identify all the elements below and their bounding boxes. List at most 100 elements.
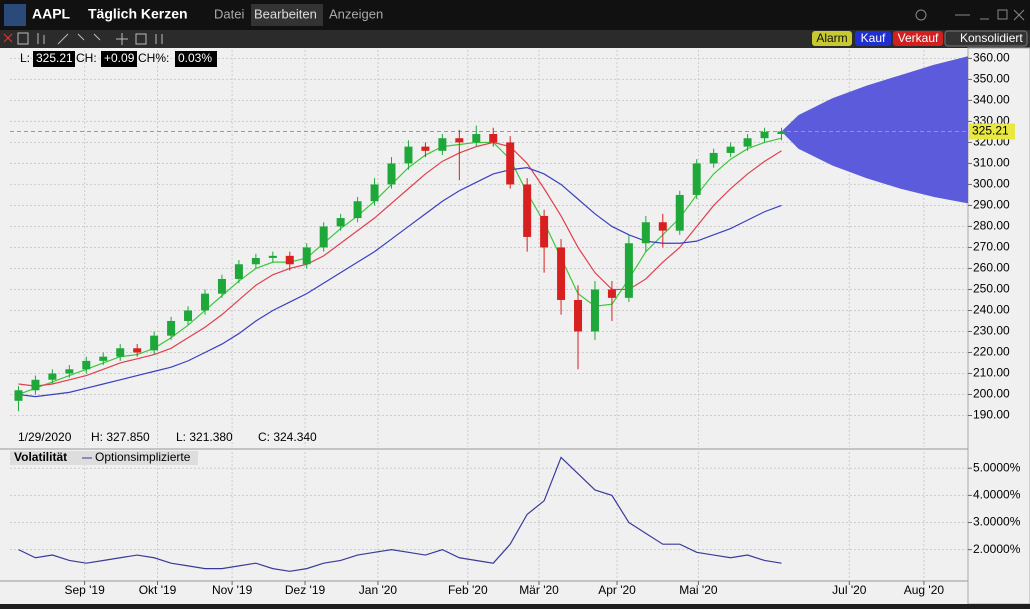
y-tick-label: 290.00: [973, 198, 1010, 212]
y-tick-label: 360.00: [973, 51, 1010, 65]
candle-body: [184, 310, 193, 321]
button-label: Konsolidiert: [960, 31, 1023, 45]
candle-body: [99, 356, 108, 361]
candle-body: [777, 131, 786, 135]
projection-cone: [781, 56, 968, 204]
candle-body: [692, 163, 701, 195]
toolbar-icons[interactable]: [3, 32, 163, 45]
candle-body: [455, 138, 464, 143]
candle-body: [743, 138, 752, 147]
candle-body: [82, 360, 91, 370]
app-icon: [4, 4, 26, 26]
candle-body: [438, 138, 447, 151]
y-tick-label: 210.00: [973, 366, 1010, 380]
candle-body: [489, 134, 498, 143]
candle-body: [607, 289, 616, 298]
legend-label: Optionsimplizierte: [95, 450, 191, 464]
candle-body: [217, 278, 226, 294]
candle-body: [48, 373, 57, 380]
quote-label: L:: [20, 51, 30, 65]
x-tick-label: Jan '20: [359, 583, 398, 597]
title-bar: [0, 0, 1030, 30]
candle-body: [353, 201, 362, 219]
candle-body: [150, 335, 159, 351]
ohlc-high: H: 327.850: [91, 430, 150, 444]
candle-body: [574, 299, 583, 332]
candle-body: [387, 163, 396, 185]
menu[interactable]: Bearbeiten: [254, 6, 317, 21]
candle-body: [472, 134, 481, 143]
y-tick-label: 190.00: [973, 408, 1010, 422]
quote-box: [33, 51, 75, 67]
price-pane: [10, 50, 968, 447]
candle-body: [285, 255, 294, 265]
y-tick-label: 270.00: [973, 240, 1010, 254]
menu[interactable]: Datei: [214, 6, 244, 21]
candle-body: [133, 348, 142, 353]
sell-button[interactable]: [893, 31, 943, 46]
candle-body: [302, 247, 311, 265]
x-tick-label: Apr '20: [598, 583, 636, 597]
y-tick-label: 2.0000%: [973, 542, 1021, 556]
button-label: Kauf: [861, 31, 886, 45]
last-price-tag: [969, 123, 1015, 140]
candle-body: [506, 142, 515, 185]
symbol[interactable]: AAPL: [32, 6, 71, 22]
candle-body: [268, 255, 277, 258]
axes: Sep '19 Okt '19 Nov '19 Dez '19 Jan '20 Feb '…: [64, 51, 1020, 598]
candle-body: [116, 348, 125, 357]
y-tick-label: 4.0000%: [973, 488, 1021, 502]
candle-body: [234, 264, 243, 279]
moving-average: [18, 141, 782, 387]
pane-legend-box: [10, 451, 198, 465]
x-tick-label: Mai '20: [679, 583, 718, 597]
x-tick-label: Aug '20: [904, 583, 945, 597]
y-tick-label: 250.00: [973, 282, 1010, 296]
candle-body: [523, 184, 532, 237]
y-tick-label: 340.00: [973, 93, 1010, 107]
candle-body: [726, 146, 735, 153]
candle-body: [540, 215, 549, 248]
consolidated-button[interactable]: [944, 30, 1028, 47]
candle-body: [200, 293, 209, 311]
candle-body: [624, 243, 633, 298]
y-tick-label: 350.00: [973, 72, 1010, 86]
y-tick-label: 200.00: [973, 387, 1010, 401]
quote-box: [175, 51, 217, 67]
y-tick-label: 220.00: [973, 345, 1010, 359]
y-tick-label: 240.00: [973, 303, 1010, 317]
y-tick-label: 230.00: [973, 324, 1010, 338]
y-axis-area: [967, 47, 1030, 605]
x-tick-label: Mär '20: [519, 583, 559, 597]
candle-body: [167, 320, 176, 336]
alarm-button[interactable]: [812, 31, 852, 46]
volatility-pane: [10, 452, 968, 580]
window-controls[interactable]: [915, 9, 1025, 21]
button-label: Alarm: [816, 31, 847, 45]
quote-label: CH:: [76, 51, 97, 65]
candle-body: [31, 379, 40, 391]
quote-change: +0.09: [104, 51, 135, 65]
menu[interactable]: Anzeigen: [329, 6, 383, 21]
candle-body: [590, 289, 599, 332]
x-tick-label: Sep '19: [64, 583, 105, 597]
candle-body: [14, 390, 23, 401]
candle-body: [319, 226, 328, 248]
ohlc-date: 1/29/2020: [18, 430, 72, 444]
ohlc-low: L: 321.380: [176, 430, 233, 444]
x-tick-label: Jul '20: [832, 583, 867, 597]
candle-body: [404, 146, 413, 164]
x-tick-label: Okt '19: [139, 583, 177, 597]
buy-button[interactable]: [855, 31, 891, 46]
x-tick-label: Dez '19: [285, 583, 326, 597]
candle-body: [709, 152, 718, 164]
candle-body: [370, 184, 379, 202]
y-tick-label: 280.00: [973, 219, 1010, 233]
moving-average: [18, 137, 782, 396]
moving-average: [18, 167, 782, 398]
series-line: [18, 456, 782, 572]
candle-body: [675, 194, 684, 231]
x-tick-label: Nov '19: [212, 583, 253, 597]
chart-type[interactable]: Täglich Kerzen: [88, 6, 188, 22]
